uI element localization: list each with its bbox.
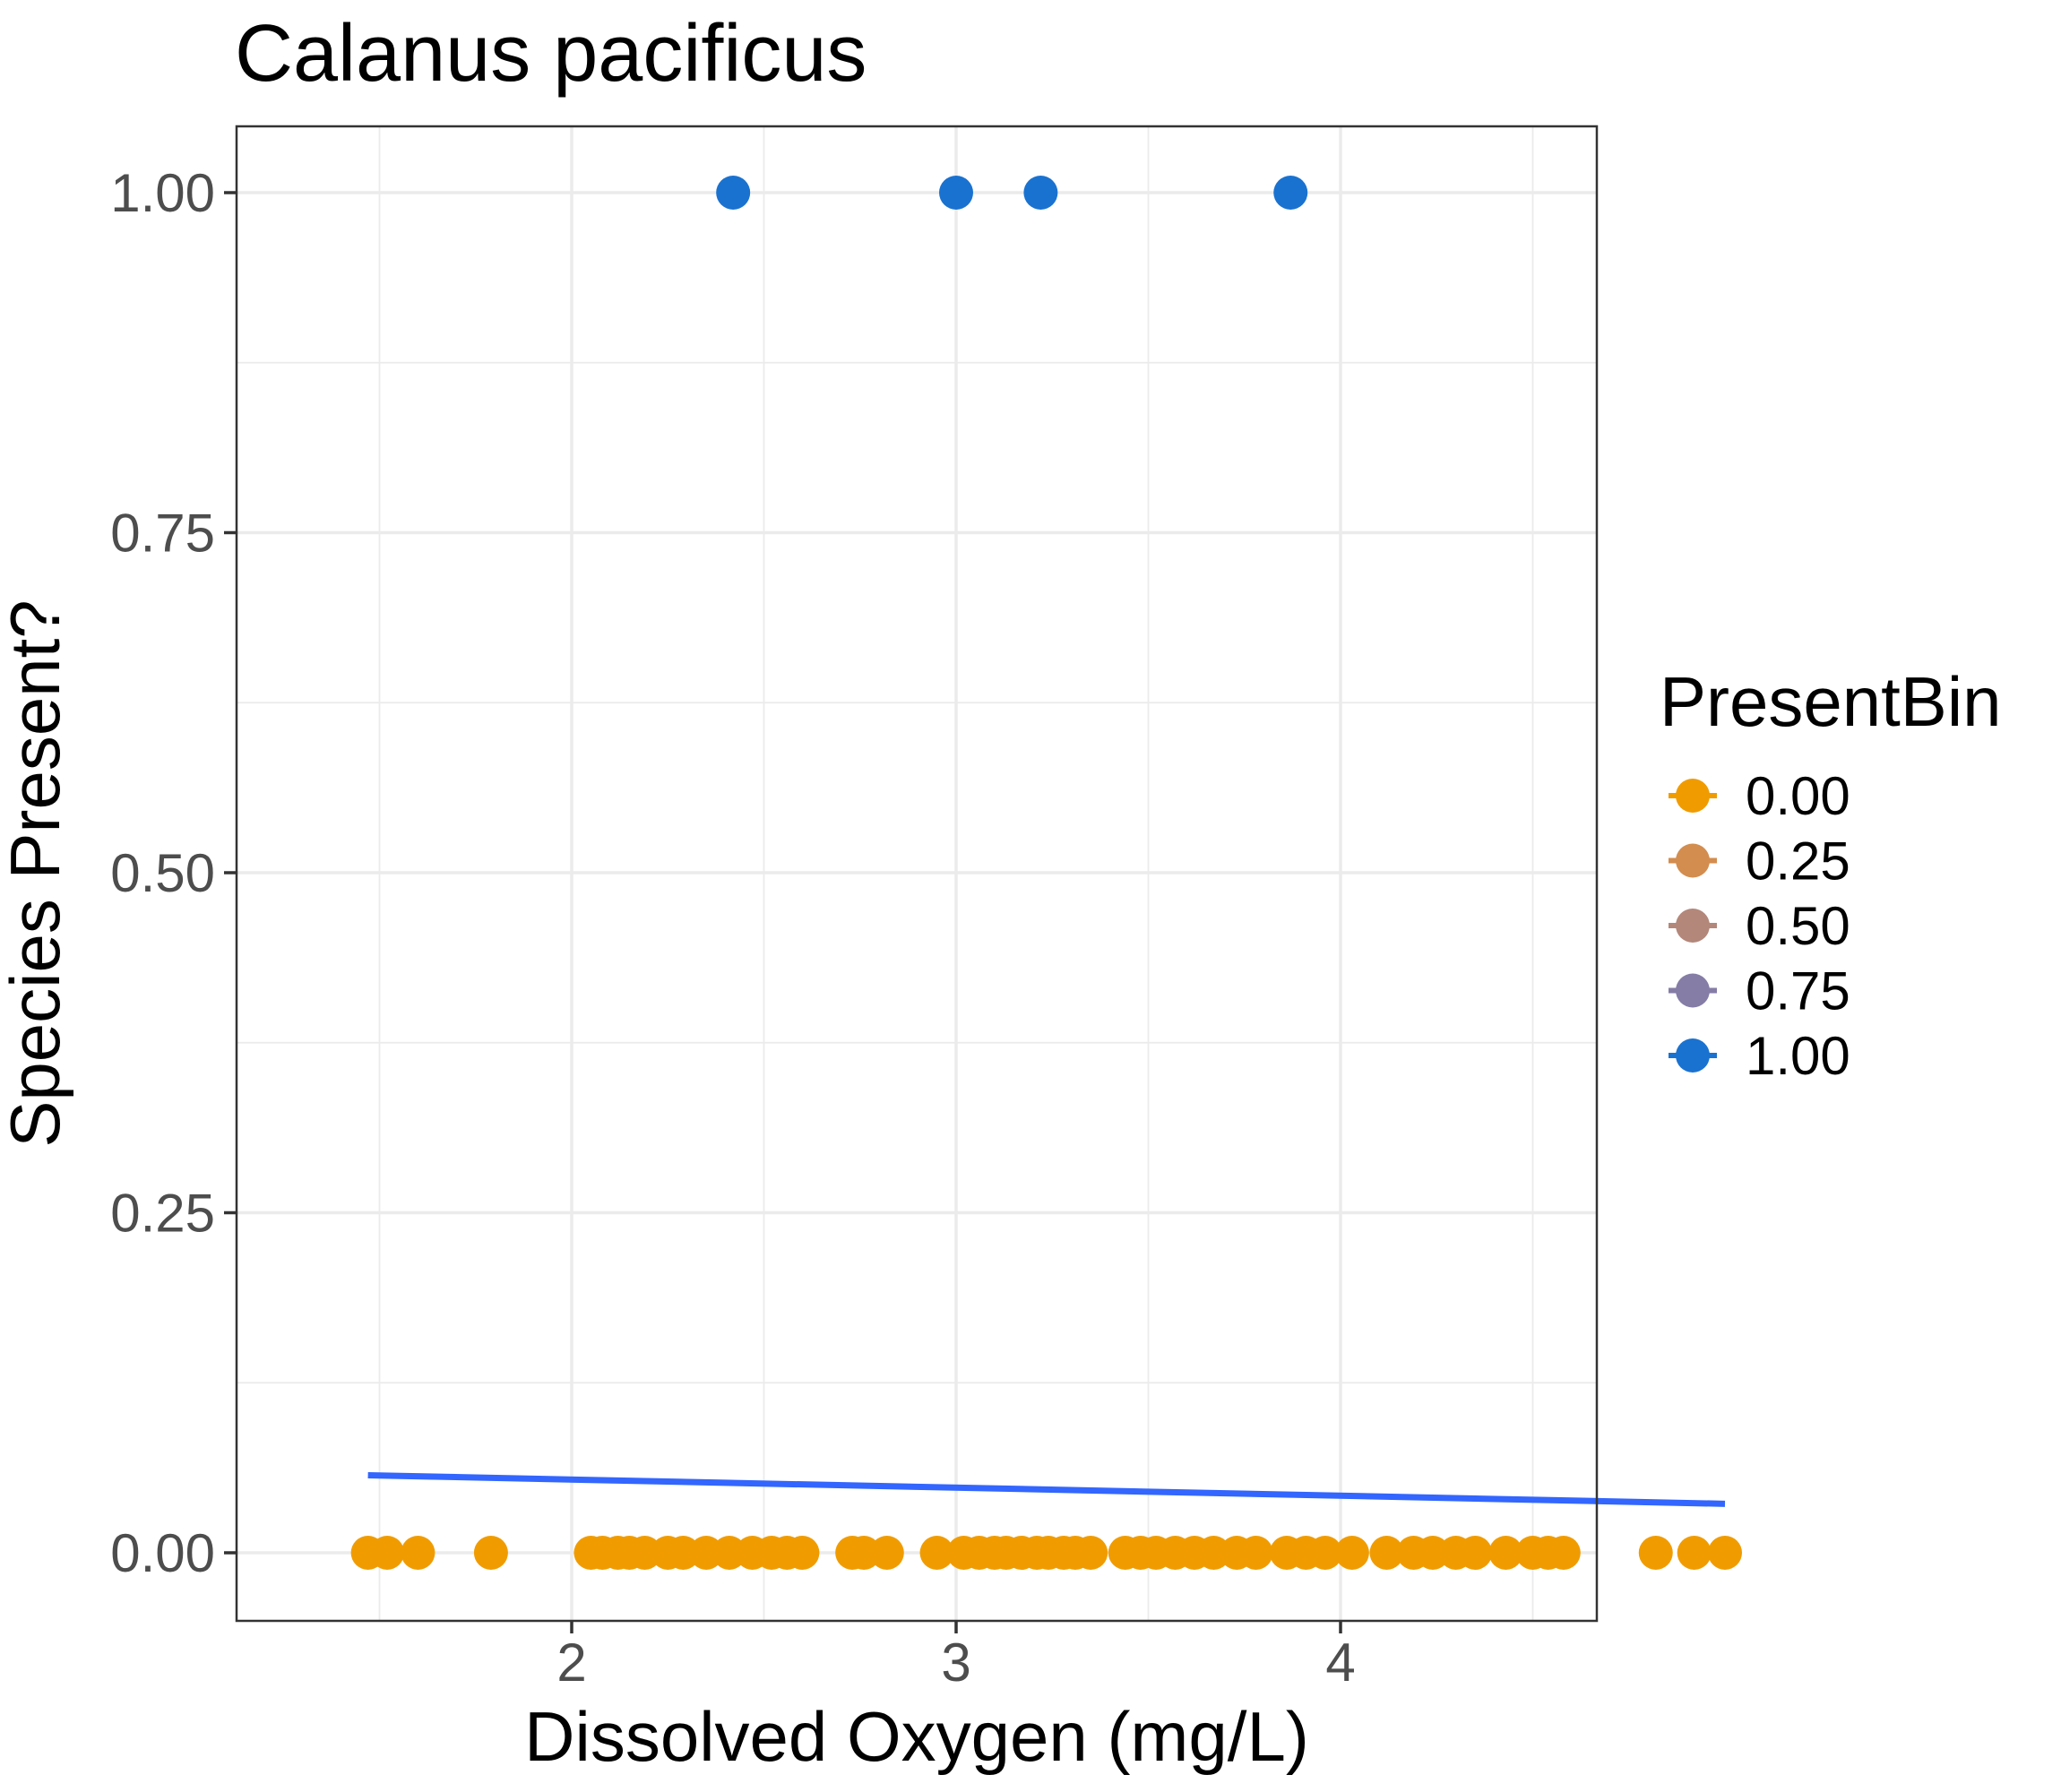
y-axis-title: Species Present? bbox=[0, 599, 74, 1147]
chart-title: Calanus pacificus bbox=[235, 9, 867, 99]
legend-label: 0.75 bbox=[1746, 961, 1850, 1021]
data-point bbox=[1708, 1536, 1742, 1570]
legend: PresentBin 0.000.250.500.751.00 bbox=[1660, 662, 2002, 1086]
legend-key-point bbox=[1676, 779, 1710, 813]
data-point bbox=[1638, 1536, 1673, 1570]
data-point bbox=[1238, 1536, 1273, 1570]
data-points bbox=[350, 176, 1742, 1570]
x-tick-label: 3 bbox=[941, 1633, 970, 1693]
data-point bbox=[1677, 1536, 1712, 1570]
y-tick-label: 1.00 bbox=[110, 163, 215, 223]
y-axis: 0.00 0.25 0.50 0.75 1.00 bbox=[110, 163, 237, 1583]
data-point bbox=[370, 1536, 405, 1570]
legend-key-point bbox=[1676, 1038, 1710, 1073]
legend-key-point bbox=[1676, 843, 1710, 878]
legend-keys: 0.000.250.500.751.00 bbox=[1669, 766, 1850, 1086]
data-point bbox=[919, 1536, 954, 1570]
data-point bbox=[785, 1536, 820, 1570]
legend-label: 1.00 bbox=[1746, 1026, 1850, 1086]
data-point bbox=[1458, 1536, 1493, 1570]
plot-panel bbox=[235, 125, 1742, 1623]
legend-key-point bbox=[1676, 909, 1710, 943]
data-point bbox=[1307, 1536, 1342, 1570]
data-point bbox=[1334, 1536, 1369, 1570]
data-point bbox=[869, 1536, 904, 1570]
data-point bbox=[1074, 1536, 1108, 1570]
y-tick-label: 0.75 bbox=[110, 504, 215, 564]
data-point bbox=[1546, 1536, 1581, 1570]
legend-label: 0.25 bbox=[1746, 831, 1850, 892]
legend-key-point bbox=[1676, 973, 1710, 1008]
gridlines bbox=[237, 126, 1597, 1621]
x-axis: 2 3 4 bbox=[556, 1621, 1356, 1693]
data-point bbox=[716, 176, 751, 210]
trend-line-layer bbox=[367, 1471, 1726, 1507]
legend-label: 0.00 bbox=[1746, 766, 1850, 826]
data-point bbox=[1023, 176, 1058, 210]
y-tick-label: 0.00 bbox=[110, 1523, 215, 1583]
data-point bbox=[473, 1536, 508, 1570]
data-point bbox=[1273, 176, 1308, 210]
data-point bbox=[1369, 1536, 1404, 1570]
x-tick-label: 2 bbox=[556, 1633, 586, 1693]
x-axis-title: Dissolved Oxygen (mg/L) bbox=[524, 1697, 1309, 1776]
data-point bbox=[939, 176, 973, 210]
y-tick-label: 0.25 bbox=[110, 1184, 215, 1244]
y-tick-label: 0.50 bbox=[110, 843, 215, 903]
data-point bbox=[1488, 1536, 1523, 1570]
legend-title: PresentBin bbox=[1660, 662, 2002, 741]
x-tick-label: 4 bbox=[1325, 1633, 1355, 1693]
legend-label: 0.50 bbox=[1746, 896, 1850, 956]
data-point bbox=[401, 1536, 435, 1570]
trend-line bbox=[367, 1471, 1726, 1507]
